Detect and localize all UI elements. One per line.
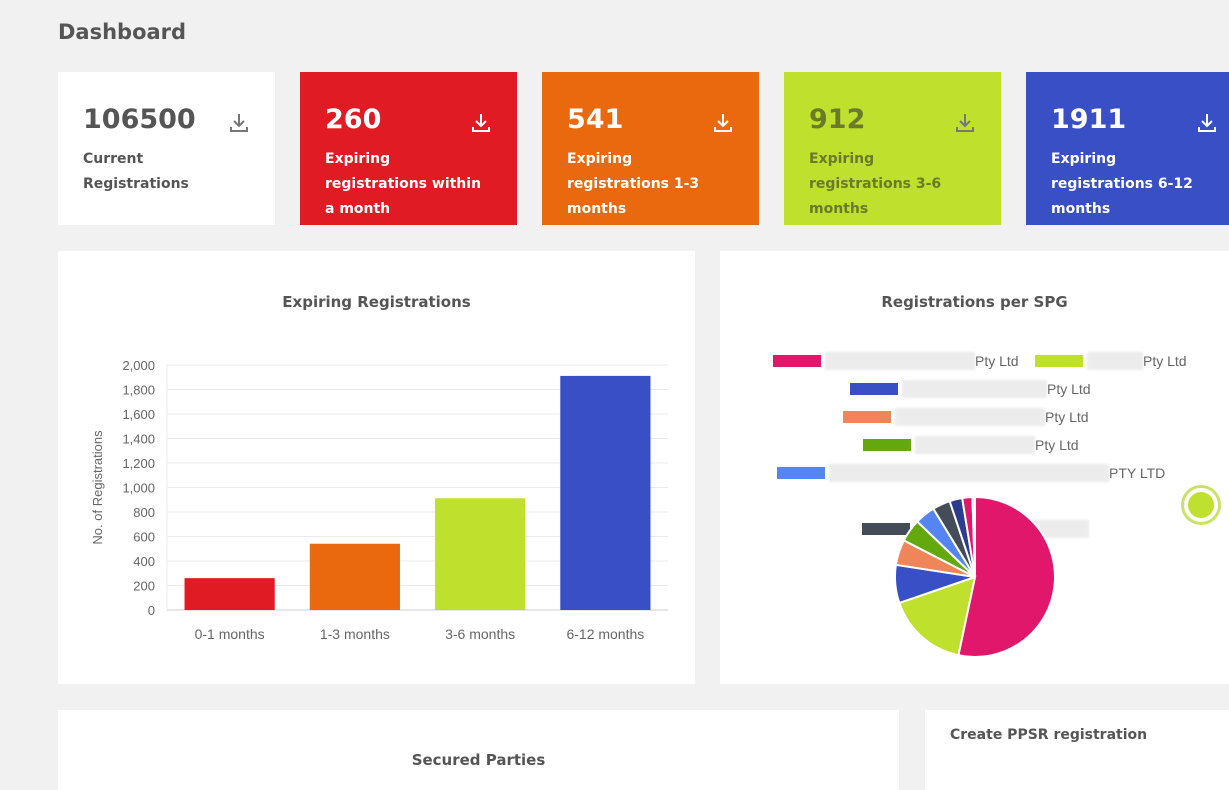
download-icon[interactable] <box>1197 112 1217 134</box>
legend-swatch <box>773 355 821 367</box>
bar[interactable] <box>184 578 275 610</box>
redacted-name <box>825 352 975 370</box>
legend-swatch <box>1035 355 1083 367</box>
redacted-name <box>902 380 1047 398</box>
stat-label: Current Registrations <box>83 151 189 192</box>
redacted-name <box>829 464 1109 482</box>
help-toggle-button[interactable] <box>1181 485 1221 525</box>
x-tick-label: 6-12 months <box>566 626 644 642</box>
stat-label: Expiring registrations 1-3 months <box>567 151 700 217</box>
stat-card[interactable]: 541 Expiring registrations 1-3 months <box>542 72 759 225</box>
redacted-name <box>895 408 1045 426</box>
y-tick-label: 1,800 <box>122 383 155 398</box>
legend-swatch <box>850 383 898 395</box>
stat-value: 541 <box>567 104 624 135</box>
expiring-registrations-panel: Expiring Registrations 0 200 400 600 800 1,00… <box>58 251 695 684</box>
y-tick-label: 400 <box>133 554 155 569</box>
y-tick-label: 800 <box>133 505 155 520</box>
legend-suffix: Pty Ltd <box>975 353 1019 369</box>
stat-card[interactable]: 912 Expiring registrations 3-6 months <box>784 72 1001 225</box>
bar[interactable] <box>309 543 400 610</box>
stat-value: 912 <box>809 104 866 135</box>
x-tick-label: 1-3 months <box>320 626 390 642</box>
bar-chart-title: Expiring Registrations <box>282 293 471 311</box>
legend-item[interactable]: Pty Ltd <box>1035 352 1187 370</box>
legend-swatch <box>777 467 825 479</box>
legend-item[interactable]: Pty Ltd <box>843 408 1089 426</box>
bar[interactable] <box>560 375 651 610</box>
stat-value: 1911 <box>1051 104 1127 135</box>
x-tick-label: 3-6 months <box>445 626 515 642</box>
legend-suffix: Pty Ltd <box>1143 353 1187 369</box>
stat-label: Expiring registrations within a month <box>325 151 482 217</box>
bar[interactable] <box>435 498 526 610</box>
y-tick-label: 2,000 <box>122 358 155 373</box>
y-tick-label: 1,200 <box>122 456 155 471</box>
x-tick-label: 0-1 months <box>195 626 265 642</box>
stat-label: Expiring registrations 3-6 months <box>809 151 942 217</box>
redacted-name <box>915 436 1035 454</box>
y-tick-label: 600 <box>133 530 155 545</box>
secured-parties-title: Secured Parties <box>411 751 546 769</box>
legend-item[interactable]: PTY LTD <box>777 464 1166 482</box>
pie-chart-title: Registrations per SPG <box>881 293 1068 311</box>
page-title: Dashboard <box>58 20 187 44</box>
y-axis-label: No. of Registrations <box>90 430 105 545</box>
secured-parties-panel: Secured Parties <box>58 710 899 790</box>
stat-card[interactable]: 1911 Expiring registrations 6-12 months <box>1026 72 1229 225</box>
legend-swatch <box>863 439 911 451</box>
legend-item[interactable]: Pty Ltd <box>773 352 1019 370</box>
redacted-name <box>1087 352 1143 370</box>
download-icon[interactable] <box>713 112 733 134</box>
legend-suffix: Pty Ltd <box>1035 437 1079 453</box>
y-tick-label: 1,000 <box>122 481 155 496</box>
legend-swatch <box>862 523 910 535</box>
legend-suffix: Pty Ltd <box>1047 381 1091 397</box>
pie-chart <box>894 495 1056 658</box>
y-tick-label: 1,400 <box>122 432 155 447</box>
legend-suffix: PTY LTD <box>1109 465 1166 481</box>
y-tick-label: 1,600 <box>122 407 155 422</box>
pie-slice[interactable] <box>957 495 1056 658</box>
create-ppsr-panel[interactable]: Create PPSR registration <box>925 710 1229 790</box>
stat-value: 260 <box>325 104 382 135</box>
download-icon[interactable] <box>229 112 249 134</box>
legend-swatch <box>843 411 891 423</box>
registrations-per-spg-panel: Registrations per SPG Pty Ltd Pty Ltd Pty … <box>720 251 1229 684</box>
download-icon[interactable] <box>955 112 975 134</box>
stat-card[interactable]: 106500 Current Registrations <box>58 72 275 225</box>
y-tick-label: 0 <box>148 603 155 618</box>
y-tick-label: 200 <box>133 579 155 594</box>
create-ppsr-link[interactable]: Create PPSR registration <box>950 727 1148 743</box>
stat-value: 106500 <box>83 104 196 135</box>
legend-item[interactable]: Pty Ltd <box>863 436 1079 454</box>
bar-chart: 0 200 400 600 800 1,000 1,200 1,400 1,600 1,800 2,… <box>90 358 668 642</box>
download-icon[interactable] <box>471 112 491 134</box>
pie-slice[interactable] <box>971 495 976 578</box>
stat-card[interactable]: 260 Expiring registrations within a mont… <box>300 72 517 225</box>
legend-item[interactable]: Pty Ltd <box>850 380 1091 398</box>
stat-label: Expiring registrations 6-12 months <box>1051 151 1193 217</box>
legend-suffix: Pty Ltd <box>1045 409 1089 425</box>
